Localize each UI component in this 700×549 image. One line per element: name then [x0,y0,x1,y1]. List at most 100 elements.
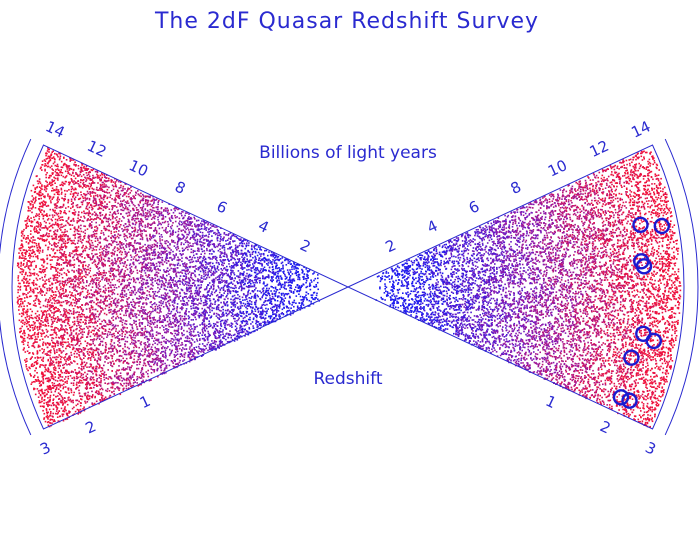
quasar-point [578,259,580,261]
quasar-point [486,338,488,341]
quasar-point [483,253,486,255]
quasar-point [650,355,652,358]
quasar-point [615,372,618,374]
quasar-point [541,373,543,375]
quasar-point [504,346,507,349]
quasar-point [529,229,531,232]
quasar-point [396,270,399,273]
quasar-point [560,382,563,385]
quasar-point [426,252,428,255]
quasar-point [661,265,664,267]
quasar-point [653,283,656,285]
quasar-point [601,300,603,303]
quasar-point [636,323,639,326]
quasar-point [637,181,639,184]
quasar-point [559,218,561,221]
quasar-point [517,360,520,363]
quasar-point [639,368,641,371]
quasar-point [416,309,419,312]
quasar-point [567,302,570,304]
quasar-point [428,300,430,302]
quasar-point [424,281,427,284]
quasar-point [511,338,513,341]
quasar-point [578,195,581,198]
quasar-point [532,237,535,239]
quasar-point [508,282,511,285]
quasar-point [421,302,424,305]
quasar-point [589,296,592,298]
quasar-point [445,308,448,310]
quasar-point [619,284,622,287]
quasar-point [394,269,396,271]
quasar-point [632,265,635,268]
quasar-point [522,346,524,348]
quasar-point [515,332,517,335]
quasar-point [642,403,645,405]
quasar-point [669,316,671,318]
quasar-point [662,271,665,273]
quasar-point [573,236,576,238]
quasar-point [606,279,609,281]
quasar-point [398,266,401,269]
quasar-point [630,180,633,183]
quasar-point [482,279,485,282]
quasar-point [613,272,615,274]
quasar-point [458,259,461,261]
quasar-point [566,306,568,309]
quasar-point [631,271,633,274]
quasar-point [658,351,660,354]
quasar-point [627,368,630,370]
quasar-point [530,277,532,280]
quasar-point [596,283,598,286]
quasar-point [400,285,403,287]
quasar-point [481,264,484,266]
quasar-point [517,216,520,219]
quasar-point [493,286,496,288]
quasar-point [669,348,672,350]
quasar-point [630,195,632,198]
quasar-point [400,270,403,273]
quasar-point [502,306,505,309]
quasar-point [492,345,494,348]
quasar-point [647,203,649,205]
quasar-point [451,284,453,287]
quasar-point [578,231,580,234]
quasar-point [574,326,577,329]
quasar-point [573,258,575,260]
quasar-point [562,220,565,223]
quasar-point [654,375,656,378]
quasar-point [595,231,597,234]
quasar-point [622,159,624,161]
quasar-point [568,324,571,327]
quasar-point [557,242,560,244]
quasar-point [477,270,480,273]
quasar-point [607,315,610,317]
quasar-point [523,222,525,224]
quasar-point [642,396,644,399]
quasar-point [548,266,551,269]
quasar-point [572,298,574,301]
quasar-point [563,230,565,233]
quasar-point [611,279,614,282]
quasar-point [526,223,528,225]
quasar-point [620,323,622,326]
quasar-point [604,360,607,362]
quasar-point [598,216,601,218]
quasar-point [666,380,668,383]
quasar-point [641,151,644,153]
quasar-point [491,224,493,227]
quasar-point [639,407,641,410]
quasar-point [421,294,424,297]
quasar-point [622,319,625,322]
quasar-point [409,269,411,272]
quasar-point [656,177,658,180]
quasar-point [550,251,552,254]
quasar-point [647,351,649,353]
quasar-point [657,322,659,325]
quasar-point [570,326,572,329]
quasar-point [573,210,575,212]
quasar-point [585,198,588,200]
quasar-point [510,274,513,276]
quasar-point [510,290,512,293]
quasar-point [608,318,610,321]
